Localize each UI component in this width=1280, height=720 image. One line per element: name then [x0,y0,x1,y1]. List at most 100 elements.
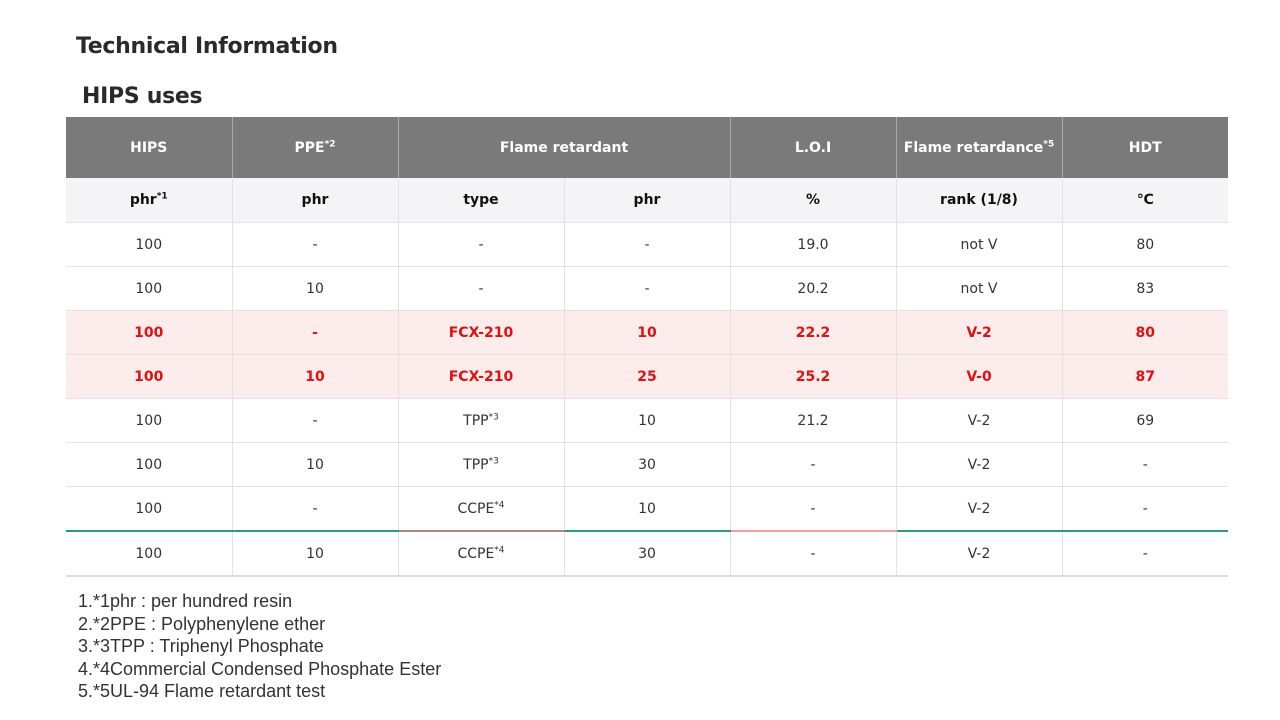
header-hdt: HDT [1061,117,1228,178]
subheader-cell: phr*1 [66,178,232,223]
cell-value: - [1142,545,1148,562]
subheader-label: phr [633,192,661,208]
table-cell: V-2 [895,310,1062,355]
table-row-highlighted: 100 - FCX-210 10 22.2 V-2 80 [66,310,1228,355]
cell-value: CCPE [457,545,495,562]
cell-value: 100 [135,412,163,429]
table-cell: 100 [66,442,232,487]
cell-value: 83 [1136,280,1155,297]
table-cell: - [729,530,896,577]
cell-value: 22.2 [795,324,831,341]
cell-value: - [312,324,318,341]
table-row: 100 10 - - 20.2 not V 83 [66,266,1228,311]
table-cell: 30 [563,530,730,577]
table-cell: - [563,222,730,267]
table-cell: 100 [66,310,232,355]
table-cell: - [231,486,398,532]
table-cell: 100 [66,398,232,443]
table-cell: V-2 [895,530,1062,577]
cell-value: TPP [463,456,489,473]
table-row: 100 10 CCPE*4 30 - V-2 - [66,530,1228,577]
header-row-1: HIPS PPE*2 Flame retardant L.O.I Flame r… [66,117,1228,178]
table-cell: - [1061,442,1228,487]
subheader-cell: % [729,178,896,223]
subheader-cell: phr [563,178,730,223]
cell-value: 87 [1135,368,1155,385]
cell-value: 10 [637,324,657,341]
table-row: 100 - TPP*3 10 21.2 V-2 69 [66,398,1228,443]
header-flame-retardant: Flame retardant [397,117,730,178]
cell-value: - [810,456,816,473]
header-label: Flame retardance [903,139,1044,156]
table-cell: FCX-210 [397,354,564,399]
header-ppe: PPE*2 [231,117,398,178]
header-label: HDT [1128,139,1162,156]
cell-value: V-2 [967,412,991,429]
table-cell: TPP*3 [397,398,564,443]
header-loi: L.O.I [729,117,896,178]
table-cell: 25 [563,354,730,399]
table-cell: 83 [1061,266,1228,311]
table-cell: 10 [231,530,398,577]
cell-value: - [312,500,318,517]
cell-value: 10 [306,545,324,562]
cell-value: - [644,280,650,297]
cell-value: 100 [135,545,163,562]
table-cell: 87 [1061,354,1228,399]
cell-value: - [1142,500,1148,517]
cell-value: - [810,545,816,562]
cell-value: 10 [305,368,325,385]
cell-value: 100 [135,456,163,473]
table-cell: 80 [1061,222,1228,267]
table-row: 100 - CCPE*4 10 - V-2 - [66,486,1228,532]
cell-value: 69 [1136,412,1155,429]
cell-value: V-2 [967,500,991,517]
table-cell: 100 [66,222,232,267]
section-title: HIPS uses [82,84,203,109]
header-label: PPE [294,139,325,156]
cell-value: - [312,236,318,253]
table-cell: - [729,486,896,532]
cell-value: - [644,236,650,253]
table-cell: 22.2 [729,310,896,355]
table-cell: 25.2 [729,354,896,399]
table-cell: - [231,398,398,443]
subheader-label: type [463,192,499,208]
footnote-item: 5.*5UL-94 Flame retardant test [78,681,326,701]
data-table-container: HIPS PPE*2 Flame retardant L.O.I Flame r… [66,117,1228,577]
table-row: 100 - - - 19.0 not V 80 [66,222,1228,267]
table-cell: 10 [231,442,398,487]
subheader-label: % [805,192,821,208]
cell-value: 10 [638,412,656,429]
footnote-item: 3.*3TPP : Triphenyl Phosphate [78,636,324,656]
table-cell: V-2 [895,486,1062,532]
cell-value: - [478,280,484,297]
table-row: 100 10 TPP*3 30 - V-2 - [66,442,1228,487]
footnote-item: 1.*1phr : per hundred resin [78,591,293,611]
table-cell: 80 [1061,310,1228,355]
cell-value: CCPE [457,500,495,517]
table-cell: V-0 [895,354,1062,399]
subheader-label: ℃ [1136,192,1154,208]
table-cell: 30 [563,442,730,487]
cell-value: V-2 [967,545,991,562]
cell-value: 30 [638,545,656,562]
table-cell: CCPE*4 [397,486,564,532]
cell-value: 100 [134,324,164,341]
table-cell: 10 [231,354,398,399]
subheader-cell: rank (1/8) [895,178,1062,223]
cell-value: 100 [135,500,163,517]
table-cell: - [231,222,398,267]
cell-value: - [810,500,816,517]
table-cell: - [1061,486,1228,532]
header-flame-retardance: Flame retardance*5 [895,117,1062,178]
footnote-item: 2.*2PPE : Polyphenylene ether [78,613,326,634]
table-cell: - [563,266,730,311]
cell-value: 21.2 [797,412,829,429]
cell-value: 10 [638,500,656,517]
header-sup: *2 [324,138,336,149]
subheader-cell: ℃ [1061,178,1228,223]
table-cell: 10 [563,398,730,443]
table-cell: TPP*3 [397,442,564,487]
cell-value: V-2 [967,456,991,473]
